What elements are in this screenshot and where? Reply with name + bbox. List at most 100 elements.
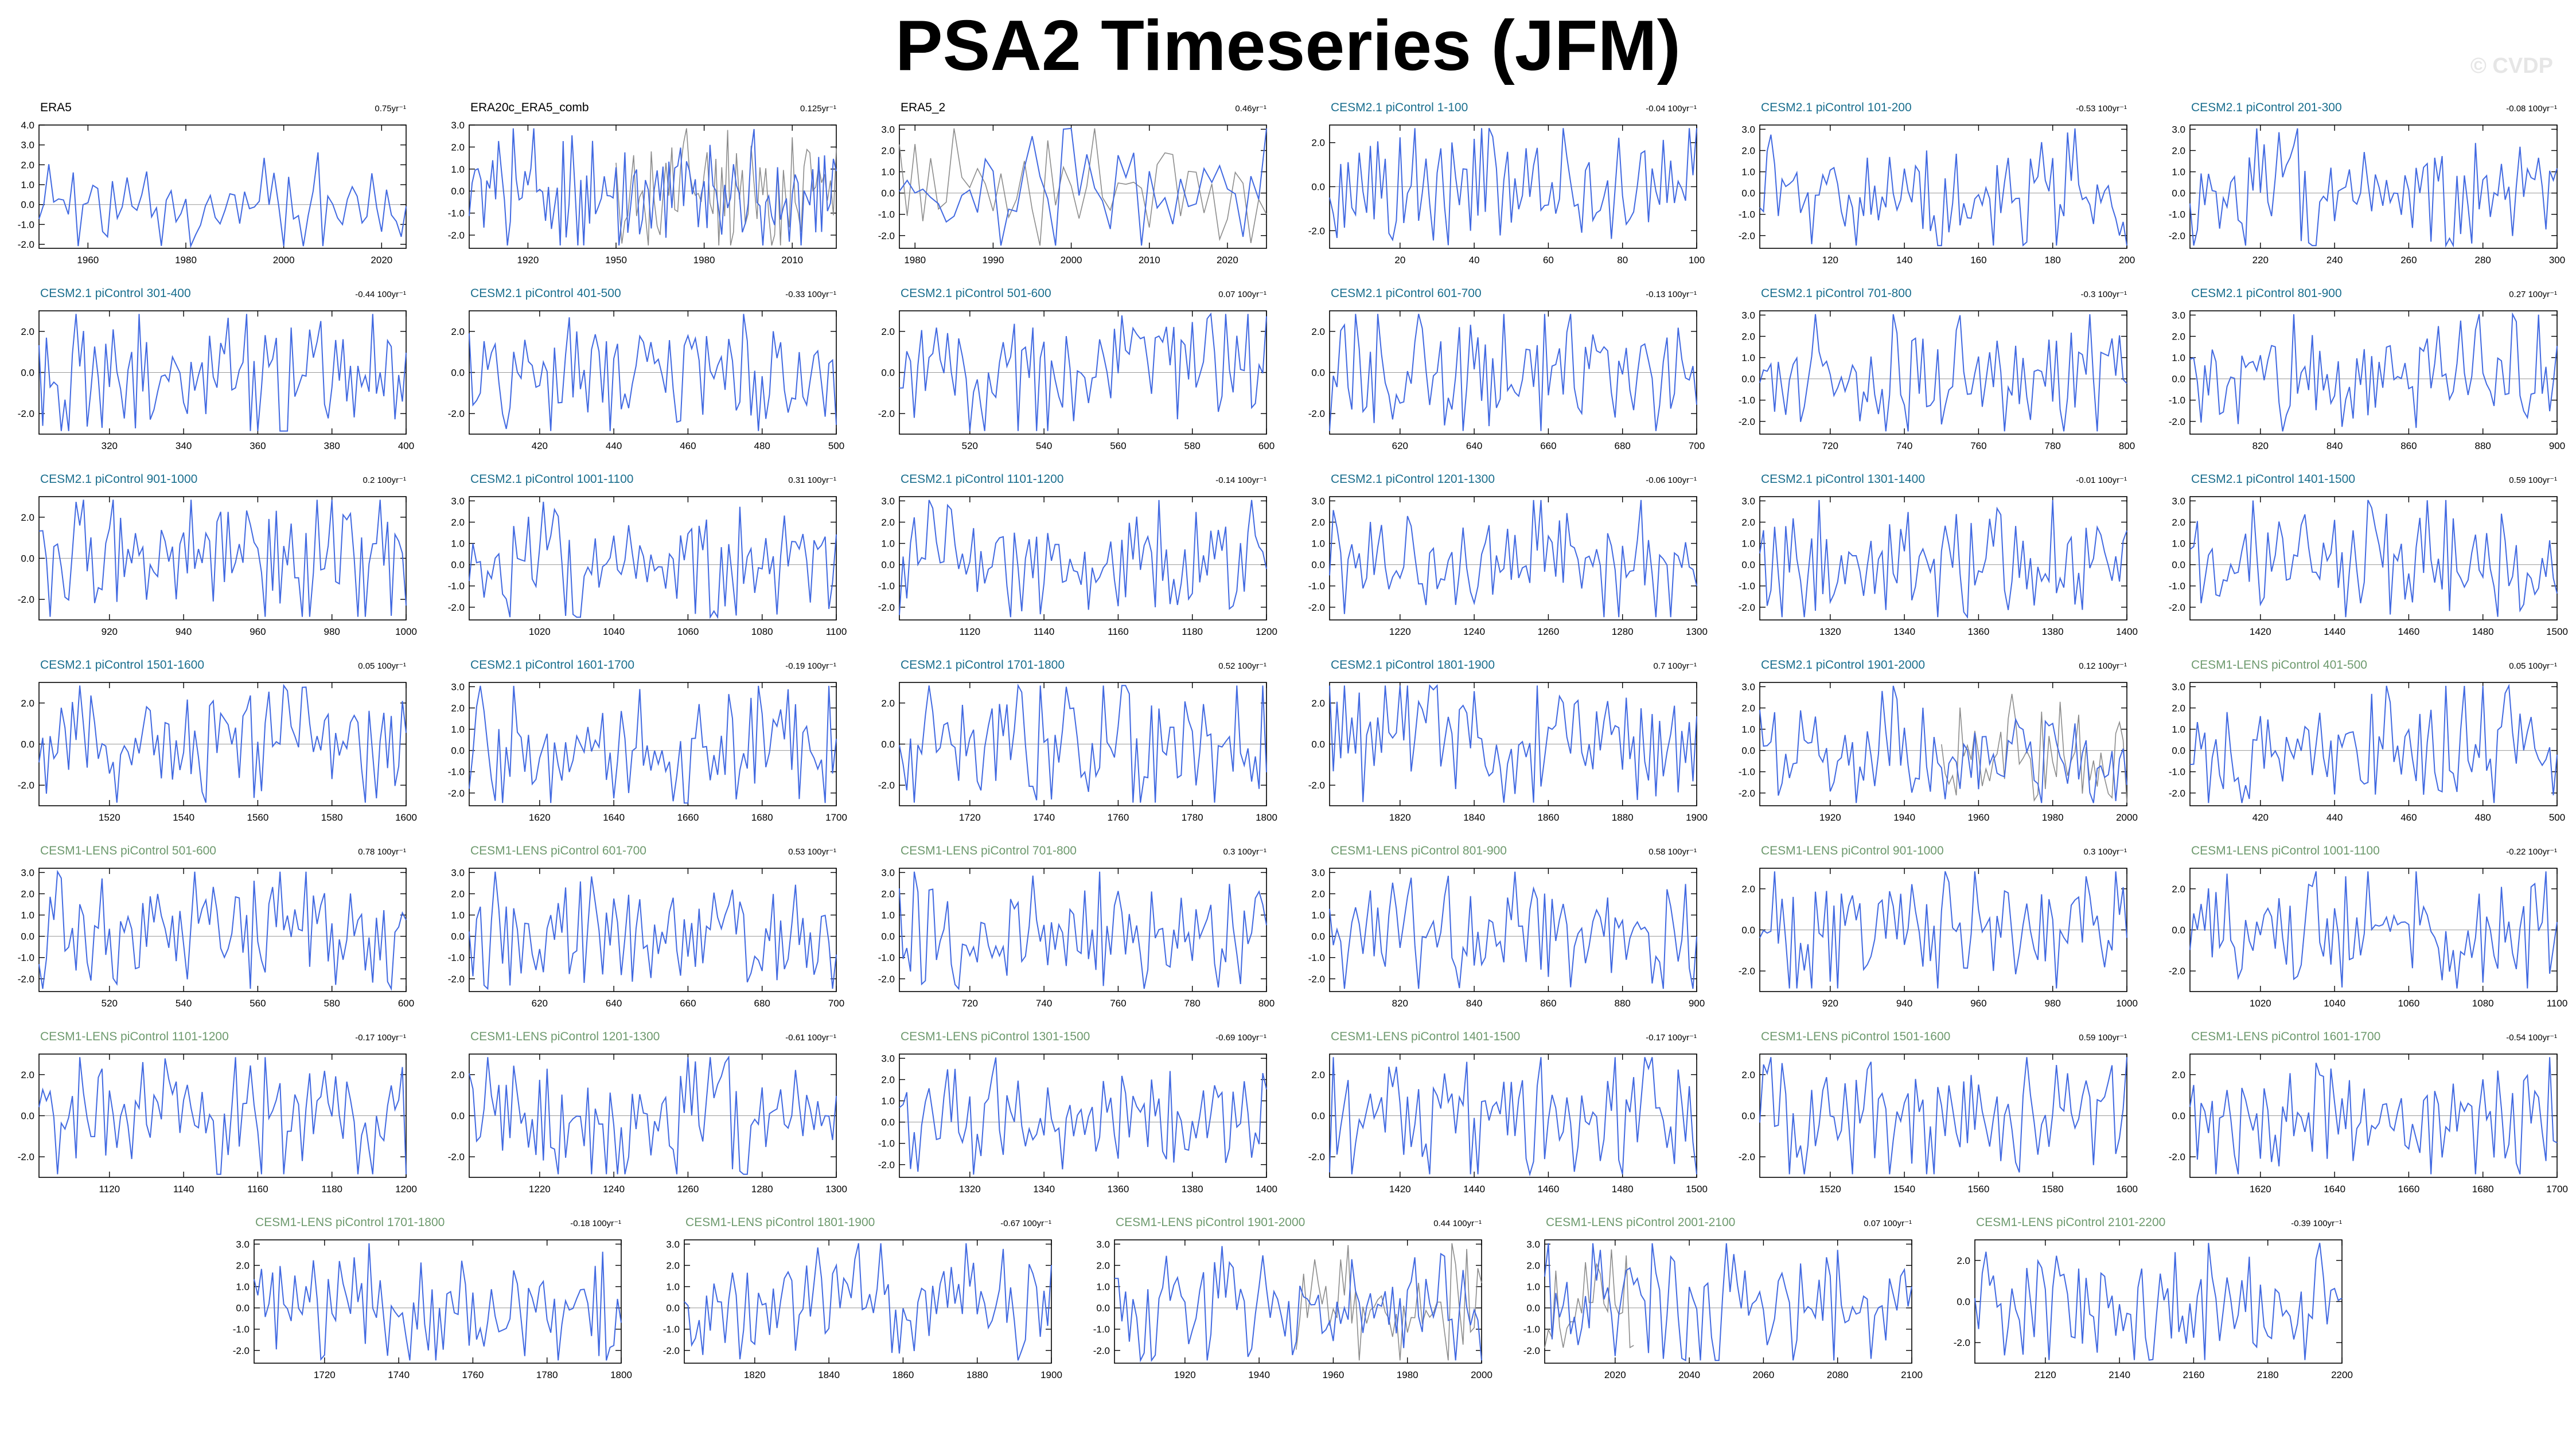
y-tick-label: 2.0 [451, 326, 465, 337]
y-tick-label: 0.0 [451, 186, 465, 197]
y-tick-label: -1.0 [448, 767, 465, 778]
series-line [899, 312, 1267, 431]
plot-frame [1759, 496, 2127, 621]
chart-title: CESM1-LENS piControl 1601-1700 [2191, 1030, 2381, 1043]
chart-title: CESM2.1 piControl 901-1000 [40, 473, 198, 486]
x-tick-label: 2120 [2035, 1369, 2056, 1380]
x-tick-label: 1640 [603, 812, 625, 823]
x-tick-label: 1280 [751, 1184, 773, 1195]
x-tick-label: 780 [2045, 440, 2061, 451]
series-line [38, 869, 407, 991]
x-tick-label: 1560 [247, 812, 269, 823]
y-tick-label: 2.0 [666, 1260, 680, 1271]
x-tick-label: 1600 [2116, 1184, 2138, 1195]
chart-title: CESM2.1 piControl 401-500 [470, 287, 621, 300]
chart-title: CESM1-LENS piControl 1801-1900 [685, 1216, 875, 1229]
chart-panel: CESM2.1 piControl 201-300 -0.08 100yr⁻¹ 3.… [2156, 101, 2565, 282]
x-tick-label: 1800 [1256, 812, 1277, 823]
x-tick-label: 1140 [173, 1184, 194, 1195]
x-tick-label: 1220 [529, 1184, 551, 1195]
x-tick-label: 900 [1689, 998, 1705, 1009]
series-line [2189, 684, 2558, 803]
x-tick-label: 2160 [2183, 1369, 2205, 1380]
chart-panel: CESM1-LENS piControl 2001-2100 0.07 100yr… [1510, 1216, 1923, 1396]
x-tick-label: 1480 [2472, 626, 2494, 637]
chart-panel: CESM2.1 piControl 1301-1400 -0.01 100yr⁻¹… [1725, 473, 2138, 653]
chart-plot: 3.0 2.0 1.0 0.0 -1.0 -2.0 1920 1940 1960 1980 2000 [1093, 1239, 1492, 1380]
y-tick-label: 3.0 [1311, 495, 1325, 506]
y-tick-label: -2.0 [18, 239, 34, 250]
x-tick-label: 1960 [1323, 1369, 1344, 1380]
chart-panel: CESM2.1 piControl 101-200 -0.53 100yr⁻¹ 3.… [1725, 101, 2135, 282]
x-tick-label: 240 [2326, 255, 2343, 266]
x-tick-label: 1160 [247, 1184, 268, 1195]
x-tick-label: 220 [2252, 255, 2269, 266]
x-tick-label: 1340 [1033, 1184, 1055, 1195]
series-line [469, 1055, 837, 1175]
trend-label: -0.06 100yr⁻¹ [1646, 475, 1697, 485]
y-tick-label: 0.0 [1526, 1303, 1540, 1314]
chart-plot: 2.0 0.0 -2.0 2120 2140 2160 2180 2200 [1954, 1239, 2353, 1380]
x-tick-label: 1020 [529, 626, 551, 637]
trend-label: -0.17 100yr⁻¹ [355, 1033, 406, 1043]
x-tick-label: 540 [1036, 440, 1052, 451]
chart-panel: CESM1-LENS piControl 501-600 0.78 100yr⁻¹… [5, 844, 414, 1025]
plot-frame [899, 868, 1267, 992]
y-tick-label: -1.0 [1308, 953, 1325, 963]
x-tick-label: 1720 [959, 812, 981, 823]
x-tick-label: 1660 [2398, 1184, 2420, 1195]
x-tick-label: 1380 [1182, 1184, 1203, 1195]
chart-panel: CESM2.1 piControl 1201-1300 -0.06 100yr⁻¹… [1295, 473, 1708, 653]
x-tick-label: 400 [398, 440, 414, 451]
y-tick-label: 3.0 [1741, 495, 1755, 506]
x-tick-label: 1320 [959, 1184, 981, 1195]
x-tick-label: 1480 [1612, 1184, 1634, 1195]
y-tick-label: 2.0 [881, 517, 895, 528]
chart-title: CESM1-LENS piControl 801-900 [1331, 844, 1507, 857]
chart-plot: 2.0 0.0 -2.0 1520 1540 1560 1580 1600 [18, 682, 417, 823]
x-tick-label: 1700 [2546, 1184, 2568, 1195]
x-tick-label: 2000 [1061, 255, 1082, 266]
series-line [469, 128, 837, 246]
chart-panel: CESM2.1 piControl 601-700 -0.13 100yr⁻¹ 2.… [1295, 287, 1705, 467]
y-tick-label: 0.0 [2172, 374, 2185, 385]
x-tick-label: 1420 [1389, 1184, 1411, 1195]
chart-panel: CESM2.1 piControl 1701-1800 0.52 100yr⁻¹ 2… [865, 658, 1277, 839]
x-tick-label: 1780 [536, 1369, 558, 1380]
y-tick-label: 2.0 [1957, 1255, 1970, 1266]
chart-panel: CESM1-LENS piControl 901-1000 0.3 100yr⁻¹… [1725, 844, 2138, 1025]
y-tick-label: 2.0 [2172, 331, 2185, 342]
y-tick-label: 3.0 [451, 681, 465, 692]
x-tick-label: 80 [1617, 255, 1628, 266]
chart-panel: CESM2.1 piControl 1801-1900 0.7 100yr⁻¹ 2.… [1295, 658, 1708, 839]
chart-panel: CESM2.1 piControl 1501-1600 0.05 100yr⁻¹ 2… [5, 658, 417, 839]
chart-panel: CESM2.1 piControl 1101-1200 -0.14 100yr⁻¹… [865, 473, 1277, 653]
x-tick-label: 940 [1896, 998, 1912, 1009]
trend-label: -0.22 100yr⁻¹ [2506, 847, 2557, 857]
chart-plot: 2.0 0.0 -2.0 1220 1240 1260 1280 1300 [448, 1053, 847, 1195]
y-tick-label: 1.0 [2172, 167, 2185, 178]
x-tick-label: 680 [754, 998, 770, 1009]
y-tick-label: -2.0 [2169, 1152, 2185, 1162]
x-tick-label: 1760 [1108, 812, 1129, 823]
trend-label: -0.33 100yr⁻¹ [785, 290, 836, 299]
trend-label: -0.3 100yr⁻¹ [2080, 290, 2127, 299]
y-tick-label: -2.0 [2169, 788, 2185, 799]
y-tick-label: -2.0 [18, 408, 34, 419]
y-tick-label: 1.0 [451, 164, 465, 175]
chart-plot: 2.0 0.0 -2.0 920 940 960 980 1000 [18, 496, 417, 637]
chart-plot: 3.0 2.0 1.0 0.0 -1.0 -2.0 1220 1240 1260 1280 1300 [1308, 495, 1708, 637]
y-tick-label: 0.0 [451, 931, 465, 942]
trend-label: -0.13 100yr⁻¹ [1646, 290, 1697, 299]
y-tick-label: 0.0 [1957, 1297, 1970, 1308]
y-tick-label: -2.0 [1308, 1152, 1325, 1162]
y-tick-label: -2.0 [663, 1345, 680, 1356]
y-tick-label: 2.0 [2172, 145, 2185, 156]
x-tick-label: 1740 [388, 1369, 410, 1380]
chart-plot: 3.0 2.0 1.0 0.0 -1.0 -2.0 1420 1440 1460 1480 1500 [2169, 495, 2568, 637]
x-tick-label: 2060 [1753, 1369, 1775, 1380]
plot-frame [899, 1053, 1267, 1178]
secondary-series-line [899, 128, 1267, 246]
y-tick-label: 0.0 [666, 1303, 680, 1314]
chart-title: CESM2.1 piControl 201-300 [2191, 101, 2342, 114]
